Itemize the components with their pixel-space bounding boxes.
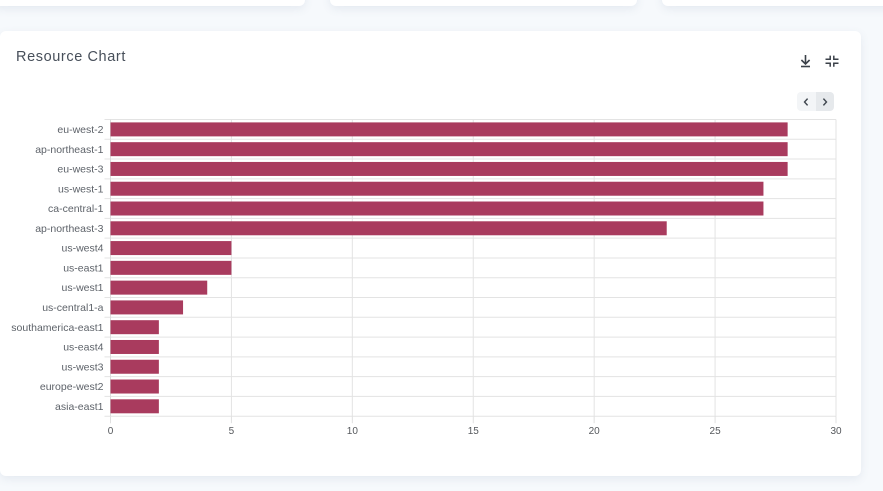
svg-text:eu-west-3: eu-west-3 bbox=[57, 164, 103, 176]
svg-text:asia-east1: asia-east1 bbox=[55, 401, 104, 413]
svg-text:us-west3: us-west3 bbox=[61, 361, 103, 373]
svg-text:ap-northeast-1: ap-northeast-1 bbox=[35, 144, 103, 156]
svg-text:eu-west-2: eu-west-2 bbox=[57, 124, 103, 136]
svg-text:us-east4: us-east4 bbox=[63, 342, 103, 354]
svg-text:ca-central-1: ca-central-1 bbox=[48, 203, 104, 215]
svg-text:30: 30 bbox=[830, 426, 842, 437]
svg-text:5: 5 bbox=[229, 426, 235, 437]
svg-text:us-west4: us-west4 bbox=[61, 243, 103, 255]
svg-text:us-west-1: us-west-1 bbox=[58, 183, 104, 195]
svg-text:15: 15 bbox=[468, 426, 480, 437]
svg-text:10: 10 bbox=[347, 426, 359, 437]
svg-text:ap-northeast-3: ap-northeast-3 bbox=[35, 223, 103, 235]
svg-text:southamerica-east1: southamerica-east1 bbox=[11, 322, 103, 334]
svg-text:us-east1: us-east1 bbox=[63, 262, 103, 274]
svg-text:us-central1-a: us-central1-a bbox=[42, 302, 103, 314]
svg-text:20: 20 bbox=[589, 426, 601, 437]
svg-text:europe-west2: europe-west2 bbox=[40, 381, 104, 393]
svg-text:0: 0 bbox=[108, 426, 114, 437]
svg-text:25: 25 bbox=[710, 426, 722, 437]
svg-text:us-west1: us-west1 bbox=[61, 282, 103, 294]
